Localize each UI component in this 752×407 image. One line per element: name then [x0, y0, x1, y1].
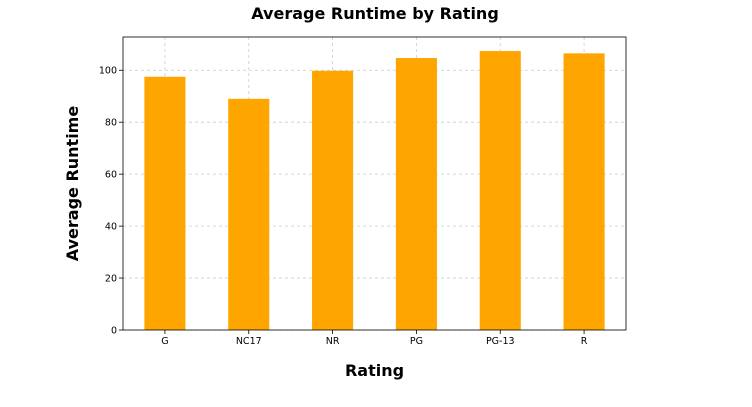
x-tick-label: NR [326, 336, 340, 347]
bar-pg-13 [479, 51, 521, 330]
bar-r [563, 53, 605, 331]
plot-area-frame [122, 36, 627, 331]
x-tick-label: R [581, 336, 588, 347]
y-axis-label: Average Runtime [63, 106, 82, 262]
bar-nr [312, 70, 354, 330]
y-tick-label: 20 [105, 274, 117, 285]
y-tick-label: 40 [105, 222, 117, 233]
x-tick-label: PG [410, 336, 423, 347]
bar-nc17 [228, 98, 270, 330]
grid [123, 37, 626, 331]
chart-title: Average Runtime by Rating [251, 4, 499, 23]
y-tick-label: 0 [111, 326, 117, 337]
bar-g [144, 76, 186, 330]
x-tick-label: NC17 [236, 336, 262, 347]
x-axis-ticks: G NC17 NR PG PG-13 R [161, 330, 588, 347]
y-tick-label: 80 [105, 118, 117, 129]
y-tick-label: 100 [99, 66, 117, 77]
x-axis-label: Rating [345, 361, 404, 380]
bar-pg [395, 58, 437, 331]
y-axis-ticks: 0 20 40 60 80 100 [99, 66, 123, 337]
bars [144, 51, 605, 331]
x-tick-label: PG-13 [486, 336, 515, 347]
y-tick-label: 60 [105, 170, 117, 181]
x-tick-label: G [161, 336, 168, 347]
